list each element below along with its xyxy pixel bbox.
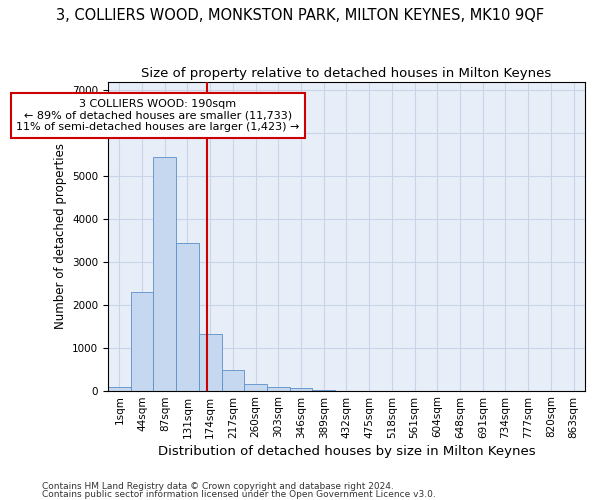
Bar xyxy=(154,156,176,390)
Text: Contains HM Land Registry data © Crown copyright and database right 2024.: Contains HM Land Registry data © Crown c… xyxy=(42,482,394,491)
Text: 3 COLLIERS WOOD: 190sqm
← 89% of detached houses are smaller (11,733)
11% of sem: 3 COLLIERS WOOD: 190sqm ← 89% of detache… xyxy=(16,99,299,132)
Y-axis label: Number of detached properties: Number of detached properties xyxy=(53,143,67,329)
Bar xyxy=(131,292,154,390)
Title: Size of property relative to detached houses in Milton Keynes: Size of property relative to detached ho… xyxy=(142,68,551,80)
Bar xyxy=(267,386,290,390)
X-axis label: Distribution of detached houses by size in Milton Keynes: Distribution of detached houses by size … xyxy=(158,444,535,458)
Bar xyxy=(244,384,267,390)
Bar xyxy=(199,334,221,390)
Bar xyxy=(290,388,313,390)
Text: 3, COLLIERS WOOD, MONKSTON PARK, MILTON KEYNES, MK10 9QF: 3, COLLIERS WOOD, MONKSTON PARK, MILTON … xyxy=(56,8,544,22)
Bar xyxy=(176,242,199,390)
Bar xyxy=(108,387,131,390)
Bar xyxy=(221,370,244,390)
Text: Contains public sector information licensed under the Open Government Licence v3: Contains public sector information licen… xyxy=(42,490,436,499)
